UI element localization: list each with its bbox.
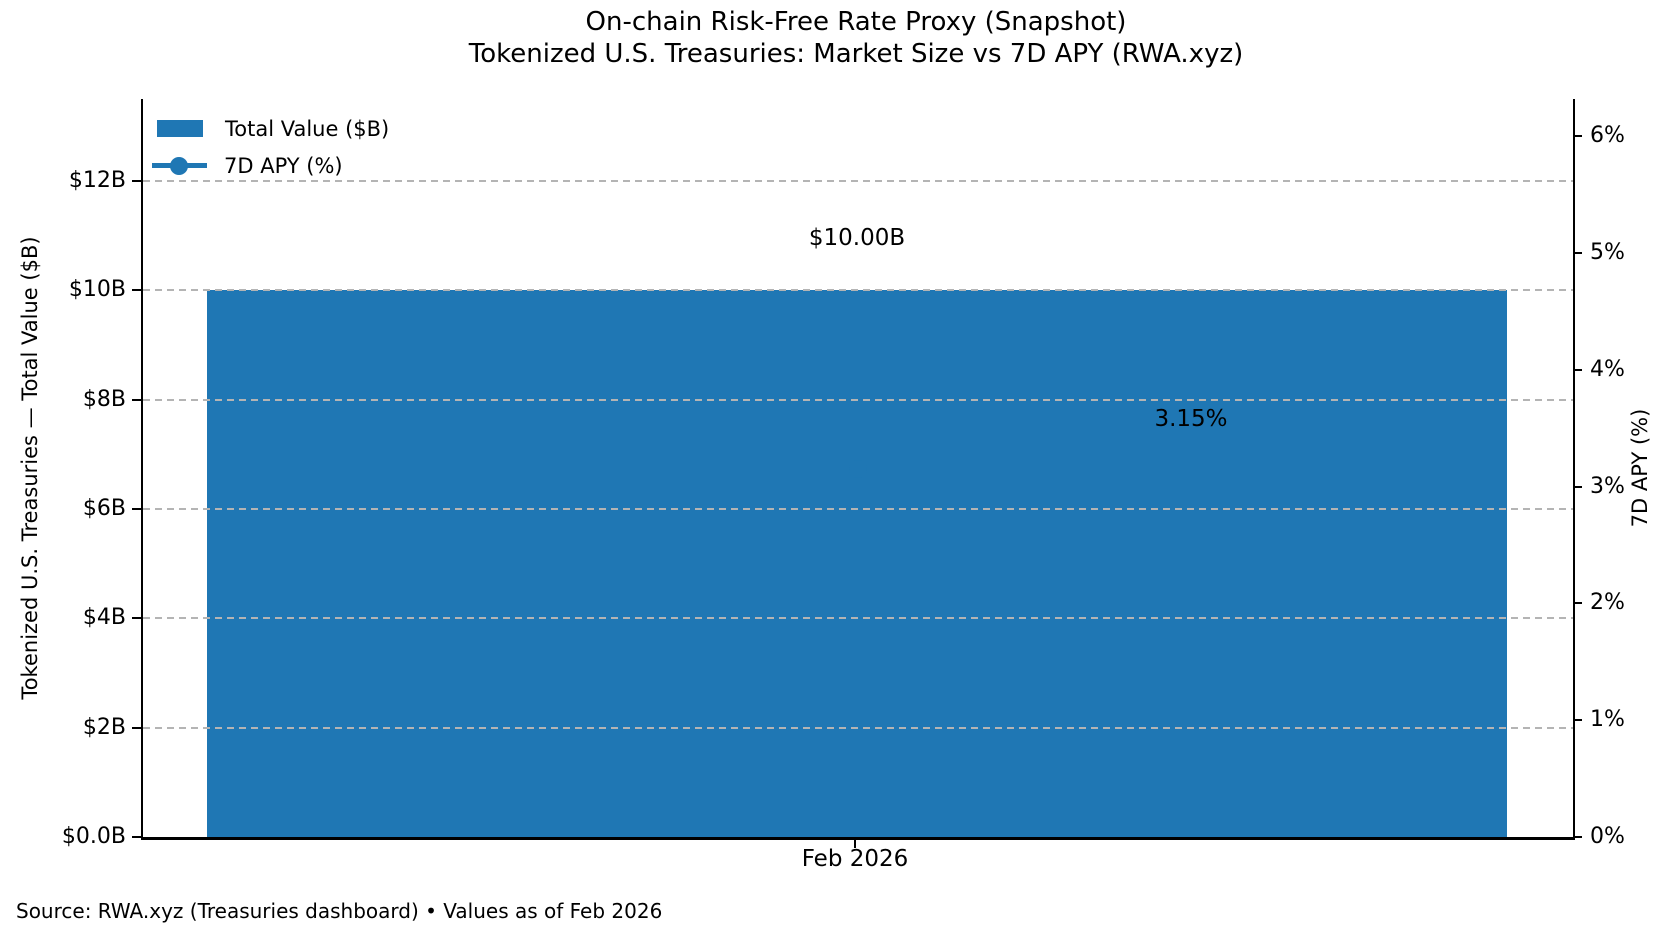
- right-tick-label: 4%: [1590, 357, 1625, 382]
- line-marker-swatch-icon: [152, 156, 207, 175]
- gridline: [143, 508, 1573, 510]
- right-tick-mark: [1573, 602, 1582, 604]
- right-tick-mark: [1573, 369, 1582, 371]
- chart-title-line1: On-chain Risk-Free Rate Proxy (Snapshot): [585, 7, 1127, 37]
- right-tick-mark: [1573, 252, 1582, 254]
- gridline: [143, 399, 1573, 401]
- left-tick-label: $0.0B: [61, 824, 126, 849]
- right-tick-mark: [1573, 836, 1582, 838]
- right-tick-label: 6%: [1590, 123, 1625, 148]
- right-tick-mark: [1573, 486, 1582, 488]
- left-tick-mark: [132, 180, 141, 182]
- bar-swatch-icon: [157, 120, 203, 137]
- left-tick-label: $10B: [68, 277, 126, 302]
- legend-bar-label: Total Value ($B): [225, 116, 390, 141]
- left-tick-mark: [132, 508, 141, 510]
- left-tick-mark: [132, 289, 141, 291]
- bar-value-label: $10.00B: [808, 225, 906, 252]
- gridline: [143, 289, 1573, 291]
- chart-title-line2: Tokenized U.S. Treasuries: Market Size v…: [468, 39, 1244, 69]
- left-tick-label: $12B: [68, 168, 126, 193]
- right-tick-label: 3%: [1590, 474, 1625, 499]
- gridline: [143, 180, 1573, 182]
- gridline: [143, 617, 1573, 619]
- left-tick-label: $4B: [82, 605, 126, 630]
- left-tick-label: $6B: [82, 496, 126, 521]
- left-tick-mark: [132, 617, 141, 619]
- legend: Total Value ($B) 7D APY (%): [152, 110, 389, 184]
- right-tick-mark: [1573, 719, 1582, 721]
- source-note: Source: RWA.xyz (Treasuries dashboard) •…: [16, 899, 663, 923]
- apy-value-label: 3.15%: [1154, 406, 1228, 433]
- legend-entry-apy: 7D APY (%): [152, 147, 389, 184]
- right-axis-title: 7D APY (%): [1628, 408, 1652, 528]
- right-tick-label: 1%: [1590, 707, 1625, 732]
- legend-entry-total-value: Total Value ($B): [157, 110, 389, 147]
- right-tick-label: 0%: [1590, 824, 1625, 849]
- gridline: [143, 727, 1573, 729]
- chart-title: On-chain Risk-Free Rate Proxy (Snapshot)…: [141, 6, 1571, 70]
- apy-marker: [849, 460, 867, 479]
- right-tick-label: 2%: [1590, 590, 1625, 615]
- legend-line-label: 7D APY (%): [224, 153, 343, 178]
- plot-area: Total Value ($B) 7D APY (%) $10.00B 3.15…: [141, 99, 1575, 840]
- left-tick-mark: [132, 836, 141, 838]
- x-tick-mark: [854, 840, 856, 848]
- x-tick-label: Feb 2026: [801, 846, 909, 872]
- left-tick-mark: [132, 399, 141, 401]
- total-value-bar: [207, 290, 1507, 837]
- right-tick-label: 5%: [1590, 240, 1625, 265]
- right-tick-mark: [1573, 135, 1582, 137]
- left-tick-label: $8B: [82, 387, 126, 412]
- left-tick-mark: [132, 727, 141, 729]
- left-tick-label: $2B: [82, 715, 126, 740]
